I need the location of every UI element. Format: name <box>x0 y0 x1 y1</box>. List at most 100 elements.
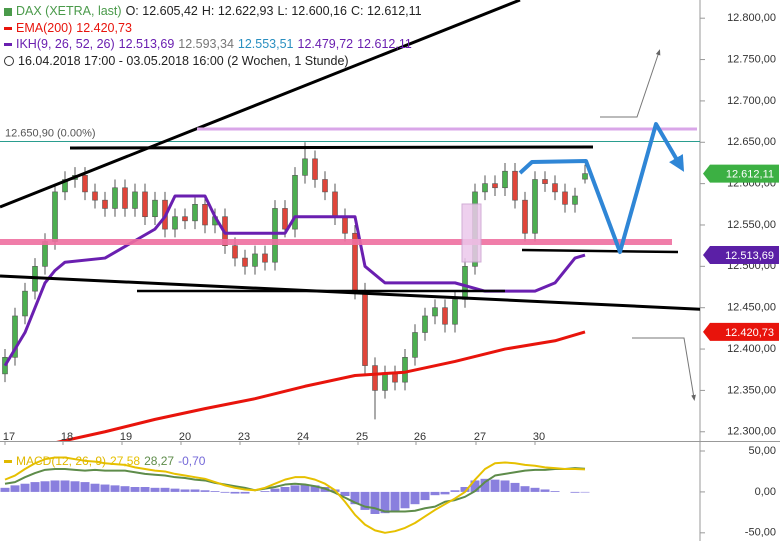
candle-body <box>232 245 238 259</box>
reference-label: 12.650,90 (0.00%) <box>5 127 96 139</box>
histogram-bar <box>540 489 550 492</box>
histogram-bar <box>240 491 250 494</box>
histogram-bar <box>380 491 390 514</box>
candle-body <box>532 179 538 234</box>
trendline <box>521 248 679 254</box>
candle-body <box>332 191 338 218</box>
candle-body <box>192 204 198 222</box>
candle-body <box>52 191 58 242</box>
histogram-bar <box>50 480 60 492</box>
histogram-bar <box>190 489 200 492</box>
x-tick-label: 18 <box>61 431 73 443</box>
candle-body <box>452 299 458 325</box>
y-tick-label: -50,00 <box>745 527 776 539</box>
histogram-bar <box>470 480 480 492</box>
x-tick-label: 19 <box>120 431 132 443</box>
legend-label: EMA(200) <box>16 20 73 35</box>
histogram-bar <box>20 483 30 492</box>
candle-body <box>422 315 428 333</box>
histogram-bar <box>400 491 410 509</box>
y-tick-label: 12.700,00 <box>727 95 776 107</box>
x-tick-label: 24 <box>297 431 309 443</box>
candle-body <box>512 170 518 201</box>
y-tick-label: 50,00 <box>748 445 776 457</box>
candle-body <box>302 158 308 176</box>
candle-body <box>282 208 288 230</box>
x-tick-label: 25 <box>356 431 368 443</box>
price-tags: 12.612,11 12.513,69 12.420,73 <box>703 164 779 341</box>
histogram-bar <box>290 485 300 492</box>
axis-labels: 12.300,00 12.350,00 12.400,00 12.450,00 12.5… <box>3 12 776 539</box>
histogram-bar <box>160 487 170 492</box>
candle-body <box>142 191 148 218</box>
histogram-bar <box>0 487 10 492</box>
legend-swatch <box>4 26 12 30</box>
candle-body <box>402 357 408 383</box>
histogram-bar <box>550 491 560 492</box>
legend-value: 12.612,11 <box>357 37 412 51</box>
histogram-bar <box>500 480 510 492</box>
price-tag <box>703 246 779 265</box>
legend-row: DAX (XETRA, last) O: 12.605,42 H: 12.622,9… <box>4 3 426 20</box>
ohlc-value: C: 12.612,11 <box>350 4 422 18</box>
candle-body <box>42 241 48 267</box>
trendline <box>69 145 594 150</box>
histogram-bar <box>40 481 50 492</box>
candle-body <box>182 216 188 222</box>
histogram-bar <box>480 478 490 492</box>
legend-row: IKH(9, 26, 52, 26) 12.513,69 12.593,34 12.5… <box>4 36 426 53</box>
candle-body <box>102 199 108 209</box>
histogram-bar <box>210 491 220 492</box>
candle-body <box>262 253 268 263</box>
ohlc-value: L: 12.600,16 <box>277 4 347 18</box>
candle-body <box>522 199 528 234</box>
histogram-bar <box>360 491 370 510</box>
candle-body <box>322 179 328 193</box>
ohlc-value: O: 12.605,42 <box>125 4 198 18</box>
x-tick-label: 23 <box>238 431 250 443</box>
histogram-bar <box>60 480 70 492</box>
candle-body <box>552 183 558 193</box>
legend-row: EMA(200) 12.420,73 <box>4 20 426 37</box>
candle-body <box>112 187 118 209</box>
x-tick-label: 20 <box>179 431 191 443</box>
y-tick-label: 12.750,00 <box>727 53 776 65</box>
histogram-bar <box>420 491 430 501</box>
histogram-bar <box>430 491 440 496</box>
candle-body <box>172 216 178 230</box>
y-tick-label: 12.550,00 <box>727 219 776 231</box>
candle-body <box>462 266 468 300</box>
x-tick-label: 30 <box>533 431 545 443</box>
candle-body <box>202 204 208 226</box>
candle-body <box>92 191 98 201</box>
candle-body <box>22 290 28 317</box>
y-tick-label: 12.450,00 <box>727 302 776 314</box>
histogram-bar <box>70 481 80 492</box>
histogram-bar <box>130 487 140 492</box>
candle-body <box>242 257 248 267</box>
legend-value: 12.479,72 <box>297 37 354 51</box>
candle-body <box>572 195 578 205</box>
histogram-bar <box>410 491 420 505</box>
legend-value: 12.553,51 <box>237 37 294 51</box>
price-tag-label: 12.420,73 <box>725 327 774 339</box>
legend-label: IKH(9, 26, 52, 26) <box>16 37 115 51</box>
legend-swatch <box>4 43 12 47</box>
histogram-bar <box>440 491 450 495</box>
legend: DAX (XETRA, last) O: 12.605,42 H: 12.622,9… <box>4 3 426 69</box>
price-tag <box>703 164 779 183</box>
candle-body <box>502 170 508 189</box>
ohlc-value: H: 12.622,93 <box>201 4 274 18</box>
y-tick-label: 12.300,00 <box>727 426 776 438</box>
candle-body <box>362 290 368 366</box>
price-tag-label: 12.513,69 <box>725 250 774 262</box>
histogram-bar <box>490 479 500 492</box>
legend-value: 12.420,73 <box>76 20 132 35</box>
histogram-bar <box>150 487 160 492</box>
macd-line <box>4 456 586 534</box>
price-tag <box>703 322 779 341</box>
histogram-bar <box>280 487 290 492</box>
histogram-bar <box>270 488 280 492</box>
legend-label: MACD(12, 26, 9) <box>16 454 107 468</box>
legend-swatch <box>4 460 12 464</box>
